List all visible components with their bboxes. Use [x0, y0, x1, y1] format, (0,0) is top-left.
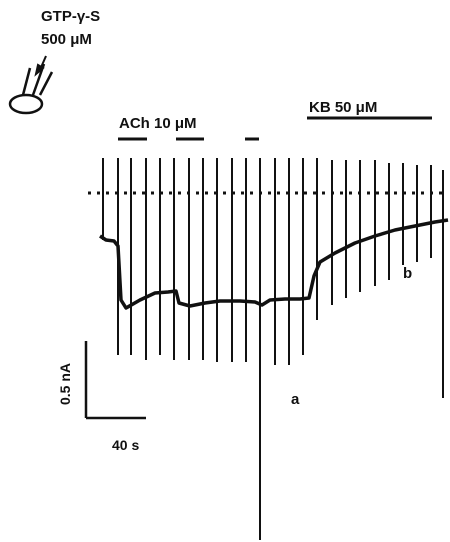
scale-bar-time-label: 40 s	[112, 437, 139, 453]
marker-a: a	[291, 391, 300, 408]
arrow-icon	[34, 55, 47, 77]
ach-application-label: ACh 10 μM	[119, 115, 197, 132]
scale-bar-current-label: 0.5 nA	[57, 363, 73, 405]
pipette-cell-icon	[8, 63, 54, 115]
drug-concentration-label: 500 μM	[41, 31, 92, 48]
current-trace	[99, 218, 449, 310]
kb-application-label: KB 50 μM	[309, 99, 377, 116]
scale-bar	[84, 341, 146, 420]
drug-name-label: GTP-γ-S	[41, 8, 100, 25]
marker-b: b	[403, 265, 412, 282]
voltage-step-artifacts	[102, 158, 444, 540]
